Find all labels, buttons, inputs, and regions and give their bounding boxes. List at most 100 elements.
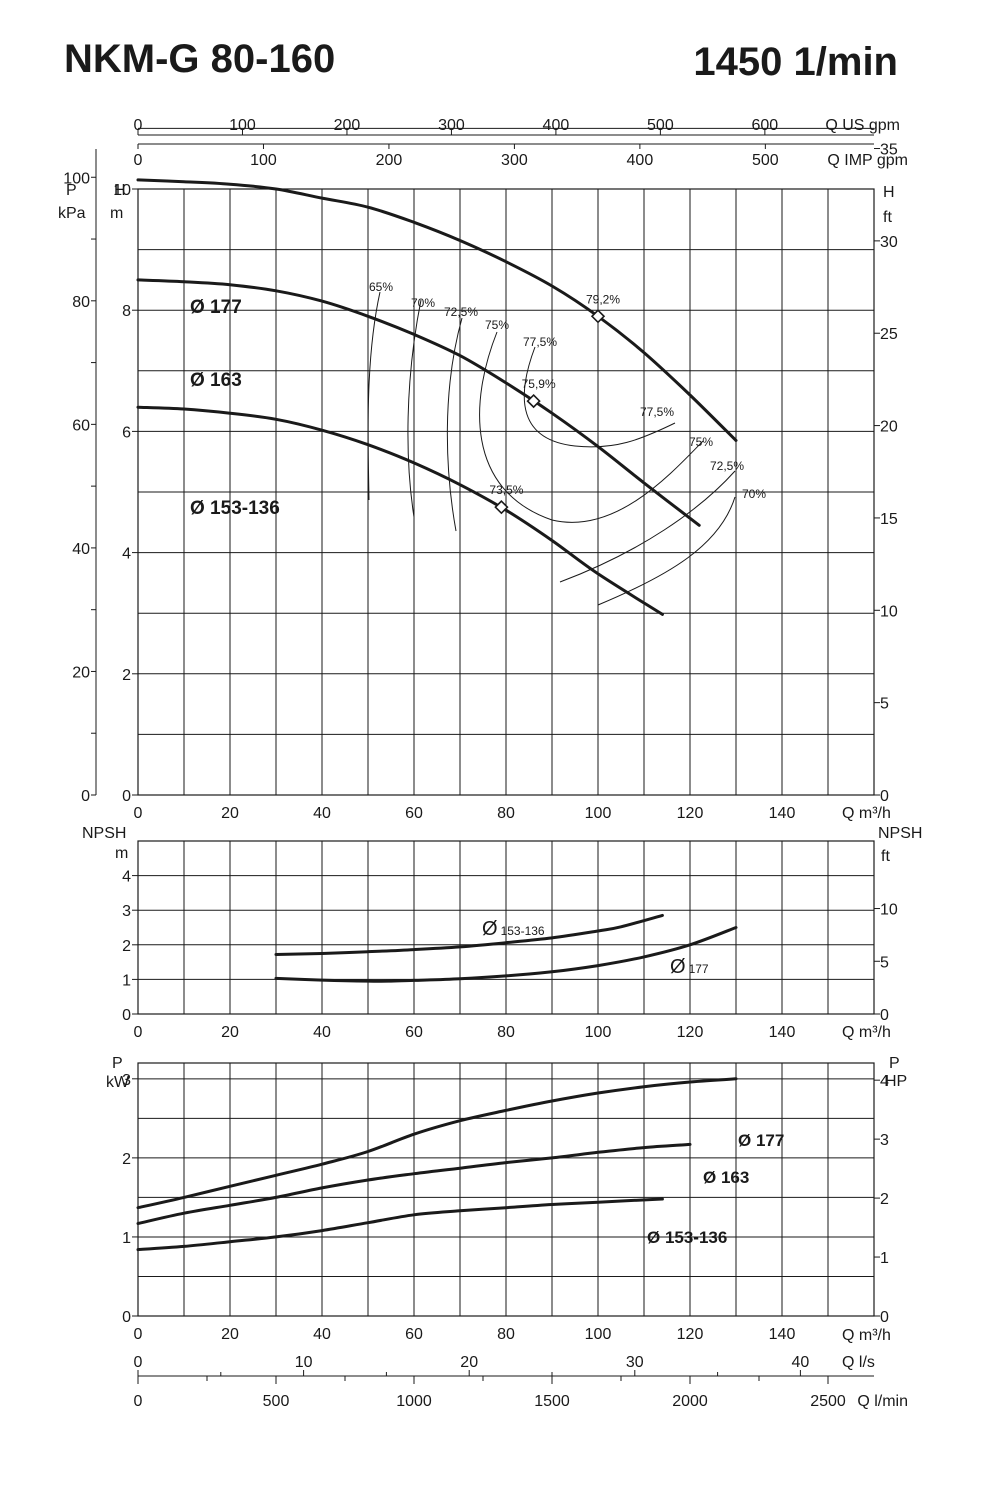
power-x-tick-label: 40 [313,1326,331,1343]
power-frame [137,1062,875,1317]
head-x-tick-label: 120 [677,805,704,822]
power-right-tick-label: 3 [880,1132,889,1149]
isoline-70-b [597,496,736,606]
top-axis-tick-label-1: 400 [627,152,654,169]
power-x-tick-label: 80 [497,1326,515,1343]
top-axis-tick-label-1: 200 [376,152,403,169]
isoline-72-5-b [559,470,736,583]
power-hp-axis-title-p: P [889,1055,900,1072]
power-curve-163 [136,1142,692,1225]
power-right-tick-label: 4 [880,1073,889,1090]
power-x-tick-label: 60 [405,1326,423,1343]
npsh-right-tick-label: 0 [880,1007,889,1024]
npsh-y-tick-label: 1 [122,972,131,989]
head-kpa-tick-label: 40 [72,541,90,558]
eff-label-77-5: 77,5% [523,335,557,349]
bottom-axis-tick-label-1: 500 [263,1393,290,1410]
head-curve-177 [136,178,738,442]
power-y-tick-label: 0 [122,1309,131,1326]
npsh-axis-title-unit: m [115,845,128,862]
head-curves [136,178,738,616]
bottom-axis-tick-label-0: 30 [626,1354,644,1371]
head-kpa-tick-label: 20 [72,664,90,681]
power-x-tick-label: 120 [677,1326,704,1343]
head-ft-axis-title-unit: ft [883,209,892,226]
npsh-y-tick-label: 2 [122,938,131,955]
efficiency-isolines [367,291,736,606]
npsh-x-tick-label: 100 [585,1024,612,1041]
bep-label-79-2: 79,2% [586,292,620,306]
isoline-72-5 [446,317,463,532]
bep-marker-79-2 [590,309,606,324]
head-x-tick-label: 80 [497,805,515,822]
top-axis-tick-label-1: 300 [501,152,528,169]
npsh-label-d177: Ø 177 [670,956,709,978]
head-axis-title-unit: m [110,205,123,222]
npsh-y-tick-label: 3 [122,903,131,920]
bottom-flow-axes: 0 10 20 30 40 0 500 1000 1500 2000 2500 [134,1354,874,1410]
head-y-tick-label: 4 [122,546,131,563]
head-y-tick-label: 0 [122,788,131,805]
bottom-axis-tick-label-0: 0 [134,1354,143,1371]
head-x-tick-label: 20 [221,805,239,822]
head-y-tick-label: 8 [122,303,131,320]
isoline-65 [367,291,381,501]
model-title: NKM-G 80-160 [64,37,335,81]
npsh-x-tick-label: 0 [134,1024,143,1041]
power-label-d163: Ø 163 [703,1168,749,1187]
eff-label-77-5-b: 77,5% [640,405,674,419]
head-x-tick-label: 100 [585,805,612,822]
us-gpm-axis-label: Q US gpm [825,117,900,134]
power-label-d153-136: Ø 153-136 [647,1228,727,1247]
efficiency-labels: 65% 70% 72,5% 75% 77,5% 77,5% 75% 72,5% … [369,280,766,501]
head-grid [137,127,875,796]
power-kw-axis-title-p: P [112,1055,123,1072]
npsh-y-tick-label: 0 [122,1007,131,1024]
curve-label-d153-136: Ø 153-136 [190,498,280,519]
head-y-tick-label: 6 [122,424,131,441]
npsh-curve-177 [274,926,738,983]
head-axis-title-h: H [114,182,126,199]
npsh-ft-axis-title-unit: ft [881,848,890,865]
imp-gpm-axis-label: Q IMP gpm [827,152,908,169]
power-x-tick-label: 20 [221,1326,239,1343]
npsh-x-tick-label: 120 [677,1024,704,1041]
npsh-right-tick-label: 10 [880,902,898,919]
npsh-curves [274,913,738,983]
bottom-axis-tick-label-1: 0 [134,1393,143,1410]
npsh-y-tick-label: 4 [122,869,131,886]
head-right-tick-label: 35 [880,142,898,159]
power-x-tick-label: 100 [585,1326,612,1343]
top-axis-tick-label-1: 0 [134,152,143,169]
eff-label-70: 70% [411,296,435,310]
head-x-tick-label: 0 [134,805,143,822]
power-y-tick-label: 1 [122,1230,131,1247]
bottom-axis-tick-label-0: 10 [295,1354,313,1371]
top-flow-axes: 0 100 200 300 400 500 600 0 100 200 300 400 500 [134,117,874,169]
head-right-tick-label: 5 [880,696,889,713]
pressure-axis-title-p: P [66,182,77,199]
npsh-axis-title: NPSH [82,825,126,842]
isoline-75 [479,331,704,523]
head-right-tick-label: 0 [880,788,889,805]
head-y-tick-label: 10 [113,182,131,199]
npsh-x-tick-label: 40 [313,1024,331,1041]
head-right-tick-label: 20 [880,419,898,436]
power-x-axis-label: Q m³/h [842,1327,891,1344]
head-y-tick-label: 2 [122,667,131,684]
bep-label-75-9: 75,9% [522,377,556,391]
power-right-tick-label: 1 [880,1250,889,1267]
power-x-tick-label: 140 [769,1326,796,1343]
head-x-tick-label: 60 [405,805,423,822]
top-axis-tick-label-0: 100 [229,117,256,134]
top-axis-tick-label-0: 500 [647,117,674,134]
isoline-77-5 [523,346,676,448]
eff-label-65: 65% [369,280,393,294]
bep-marker-75-9 [526,393,541,409]
bottom-axis-tick-label-1: 1500 [534,1393,570,1410]
head-curve-163 [136,278,701,527]
power-label-d177: Ø 177 [738,1131,784,1150]
npsh-curve-153-136 [274,913,664,956]
curve-label-d177: Ø 177 [190,297,242,318]
